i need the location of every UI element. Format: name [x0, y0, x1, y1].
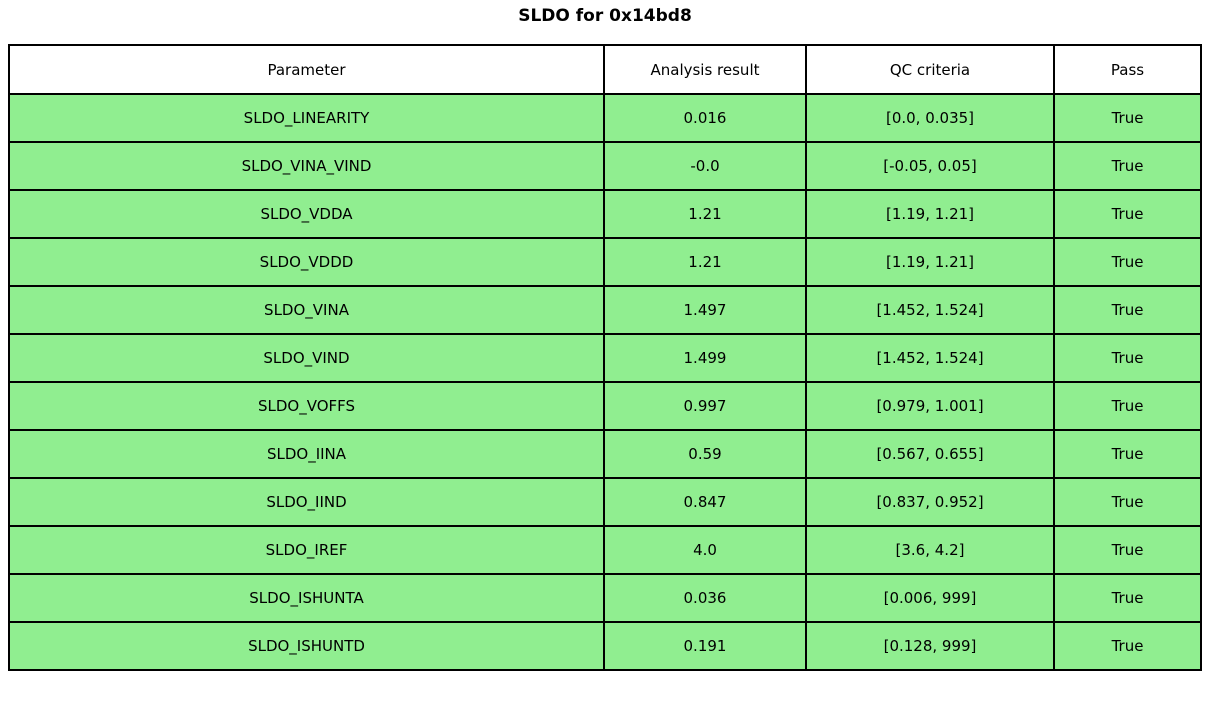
cell-analysis-result: 4.0: [603, 525, 807, 575]
cell-analysis-result: 1.497: [603, 285, 807, 335]
cell-qc-criteria: [1.452, 1.524]: [805, 333, 1055, 383]
cell-parameter: SLDO_VOFFS: [8, 381, 605, 431]
cell-qc-criteria: [1.19, 1.21]: [805, 237, 1055, 287]
cell-pass: True: [1053, 477, 1202, 527]
cell-analysis-result: 0.997: [603, 381, 807, 431]
table-body: SLDO_LINEARITY 0.016 [0.0, 0.035] True S…: [8, 93, 1202, 671]
cell-parameter: SLDO_ISHUNTA: [8, 573, 605, 623]
table-row: SLDO_LINEARITY 0.016 [0.0, 0.035] True: [8, 93, 1202, 143]
cell-parameter: SLDO_IINA: [8, 429, 605, 479]
cell-qc-criteria: [-0.05, 0.05]: [805, 141, 1055, 191]
table-row: SLDO_IREF 4.0 [3.6, 4.2] True: [8, 525, 1202, 575]
cell-pass: True: [1053, 429, 1202, 479]
cell-qc-criteria: [1.19, 1.21]: [805, 189, 1055, 239]
cell-analysis-result: 1.21: [603, 189, 807, 239]
cell-analysis-result: 1.21: [603, 237, 807, 287]
cell-analysis-result: 0.016: [603, 93, 807, 143]
cell-parameter: SLDO_VDDA: [8, 189, 605, 239]
table-row: SLDO_VINA 1.497 [1.452, 1.524] True: [8, 285, 1202, 335]
cell-parameter: SLDO_VINA_VIND: [8, 141, 605, 191]
cell-parameter: SLDO_VIND: [8, 333, 605, 383]
cell-analysis-result: 0.59: [603, 429, 807, 479]
table-row: SLDO_VDDD 1.21 [1.19, 1.21] True: [8, 237, 1202, 287]
column-header-analysis-result: Analysis result: [603, 44, 807, 95]
cell-pass: True: [1053, 381, 1202, 431]
table-row: SLDO_VDDA 1.21 [1.19, 1.21] True: [8, 189, 1202, 239]
table-row: SLDO_ISHUNTA 0.036 [0.006, 999] True: [8, 573, 1202, 623]
qc-results-table: Parameter Analysis result QC criteria Pa…: [8, 44, 1202, 671]
cell-qc-criteria: [0.979, 1.001]: [805, 381, 1055, 431]
table-row: SLDO_IINA 0.59 [0.567, 0.655] True: [8, 429, 1202, 479]
table-header: Parameter Analysis result QC criteria Pa…: [8, 44, 1202, 95]
table-row: SLDO_ISHUNTD 0.191 [0.128, 999] True: [8, 621, 1202, 671]
cell-qc-criteria: [0.006, 999]: [805, 573, 1055, 623]
cell-pass: True: [1053, 621, 1202, 671]
column-header-qc-criteria: QC criteria: [805, 44, 1055, 95]
table-row: SLDO_VOFFS 0.997 [0.979, 1.001] True: [8, 381, 1202, 431]
cell-parameter: SLDO_IIND: [8, 477, 605, 527]
cell-pass: True: [1053, 333, 1202, 383]
cell-analysis-result: 0.191: [603, 621, 807, 671]
cell-qc-criteria: [0.837, 0.952]: [805, 477, 1055, 527]
cell-pass: True: [1053, 93, 1202, 143]
cell-pass: True: [1053, 189, 1202, 239]
cell-pass: True: [1053, 141, 1202, 191]
cell-qc-criteria: [1.452, 1.524]: [805, 285, 1055, 335]
cell-pass: True: [1053, 237, 1202, 287]
header-row: Parameter Analysis result QC criteria Pa…: [8, 44, 1202, 95]
cell-qc-criteria: [0.567, 0.655]: [805, 429, 1055, 479]
cell-parameter: SLDO_IREF: [8, 525, 605, 575]
cell-parameter: SLDO_ISHUNTD: [8, 621, 605, 671]
cell-analysis-result: 1.499: [603, 333, 807, 383]
cell-pass: True: [1053, 525, 1202, 575]
table-row: SLDO_VIND 1.499 [1.452, 1.524] True: [8, 333, 1202, 383]
cell-pass: True: [1053, 573, 1202, 623]
table-row: SLDO_VINA_VIND -0.0 [-0.05, 0.05] True: [8, 141, 1202, 191]
cell-parameter: SLDO_LINEARITY: [8, 93, 605, 143]
cell-pass: True: [1053, 285, 1202, 335]
column-header-pass: Pass: [1053, 44, 1202, 95]
cell-parameter: SLDO_VINA: [8, 285, 605, 335]
table-row: SLDO_IIND 0.847 [0.837, 0.952] True: [8, 477, 1202, 527]
cell-analysis-result: 0.847: [603, 477, 807, 527]
cell-qc-criteria: [3.6, 4.2]: [805, 525, 1055, 575]
cell-qc-criteria: [0.128, 999]: [805, 621, 1055, 671]
cell-analysis-result: -0.0: [603, 141, 807, 191]
column-header-parameter: Parameter: [8, 44, 605, 95]
cell-qc-criteria: [0.0, 0.035]: [805, 93, 1055, 143]
cell-parameter: SLDO_VDDD: [8, 237, 605, 287]
figure-title: SLDO for 0x14bd8: [518, 6, 692, 26]
cell-analysis-result: 0.036: [603, 573, 807, 623]
